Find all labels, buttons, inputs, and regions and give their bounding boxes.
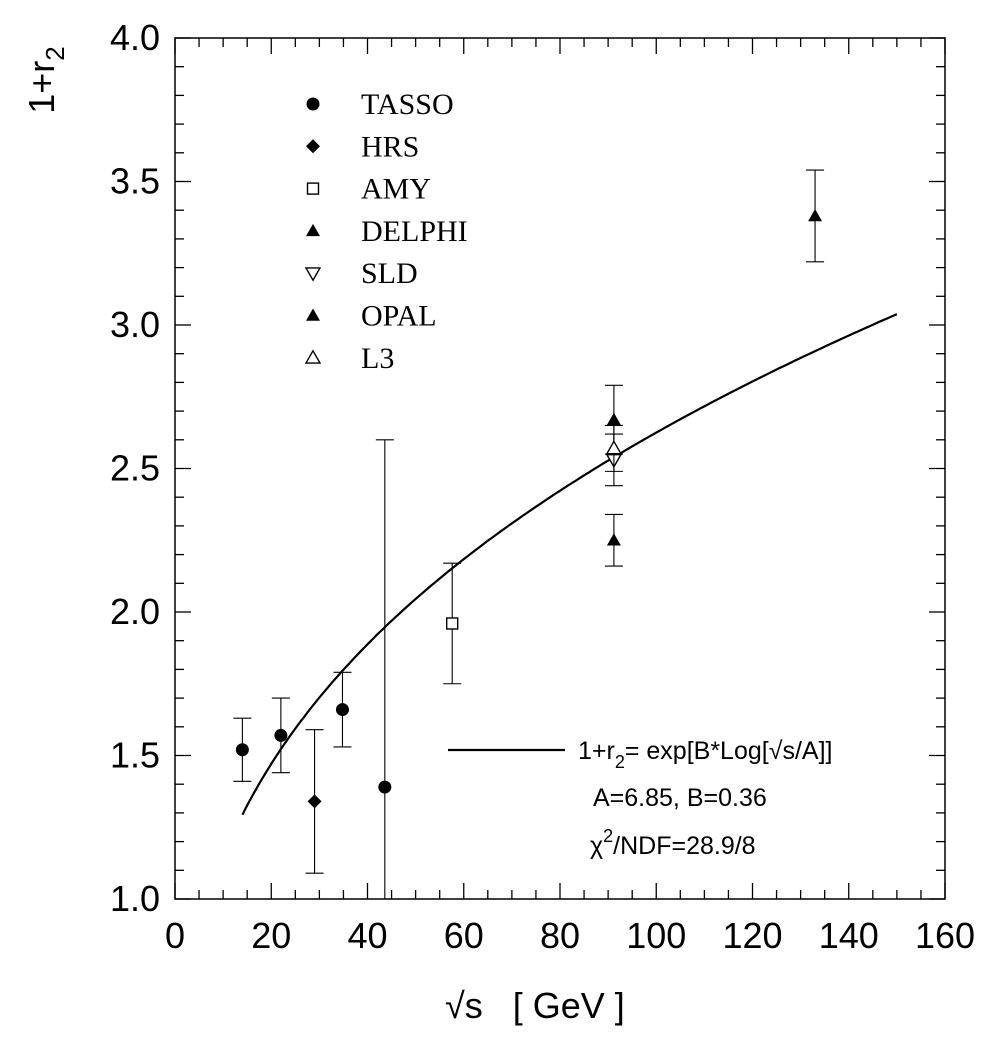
plot-frame xyxy=(174,37,946,900)
data-point xyxy=(271,697,290,774)
axis-ticks xyxy=(174,37,946,900)
legend-entry: OPAL xyxy=(306,300,437,333)
legend-entry: HRS xyxy=(306,130,419,163)
legend-label: L3 xyxy=(361,342,394,375)
marker-triangle xyxy=(306,223,320,237)
legend-label: SLD xyxy=(361,257,418,290)
marker-triangle-open xyxy=(605,439,623,455)
data-point xyxy=(604,513,623,567)
data-point xyxy=(604,424,623,472)
legend-entry: TASSO xyxy=(306,88,454,121)
marker-circle xyxy=(306,97,320,111)
marker-triangle xyxy=(606,533,621,546)
legend-label: OPAL xyxy=(361,300,437,333)
x-tick-labels: 0 20 40 60 80 100 120 140 160 xyxy=(165,915,975,956)
data-point xyxy=(333,671,352,748)
y-tick-label: 1.5 xyxy=(110,735,160,776)
x-tick-label: 160 xyxy=(915,915,975,956)
marker-triangle xyxy=(606,412,621,425)
y-tick-label: 3.5 xyxy=(110,161,160,202)
marker-diamond xyxy=(307,794,322,809)
x-tick-label: 80 xyxy=(540,915,580,956)
legend-entry: AMY xyxy=(306,173,431,206)
y-tick-label: 3.0 xyxy=(110,304,160,345)
marker-square xyxy=(306,182,320,195)
x-tick-label: 20 xyxy=(251,915,291,956)
data-point xyxy=(806,169,825,263)
marker-triangle-down xyxy=(304,267,322,282)
legend-entry: SLD xyxy=(304,257,418,290)
legend: TASSO HRS AMY DELPHI SLD OPAL L3 xyxy=(304,88,468,375)
data-layer xyxy=(233,169,825,899)
data-point xyxy=(305,729,324,874)
data-point xyxy=(233,717,252,782)
x-tick-label: 40 xyxy=(347,915,387,956)
x-tick-label: 140 xyxy=(819,915,879,956)
legend-label: DELPHI xyxy=(361,215,468,248)
legend-label: TASSO xyxy=(361,88,454,121)
marker-diamond xyxy=(306,139,320,154)
marker-square xyxy=(446,617,459,630)
y-tick-labels: 1.0 1.5 2.0 2.5 3.0 3.5 4.0 xyxy=(110,17,160,919)
data-point xyxy=(375,439,394,899)
marker-circle xyxy=(235,743,249,757)
y-axis-title: 1+r2 xyxy=(21,46,70,113)
marker-triangle-open xyxy=(304,349,322,364)
fit-formula: 1+r2= exp[B*Log[√s/A]] xyxy=(578,737,832,772)
y-tick-label: 2.5 xyxy=(110,448,160,489)
marker-circle xyxy=(274,728,288,742)
x-tick-label: 120 xyxy=(722,915,782,956)
data-point xyxy=(443,562,462,685)
legend-label: HRS xyxy=(361,130,419,163)
marker-triangle xyxy=(306,308,320,321)
x-tick-label: 60 xyxy=(444,915,484,956)
fit-chi-square: χ2/NDF=28.9/8 xyxy=(590,826,756,860)
marker-circle xyxy=(378,780,392,794)
legend-entry: DELPHI xyxy=(306,215,468,248)
x-axis-title: √s[ GeV ] xyxy=(445,985,625,1026)
legend-label: AMY xyxy=(361,173,431,206)
y-tick-label: 4.0 xyxy=(110,17,160,58)
marker-triangle xyxy=(808,208,823,222)
legend-entry: L3 xyxy=(304,342,394,375)
fit-parameters: A=6.85, B=0.36 xyxy=(593,784,767,812)
y-tick-label: 1.0 xyxy=(110,878,160,919)
x-tick-label: 0 xyxy=(165,915,185,956)
marker-circle xyxy=(335,703,349,717)
fit-curve xyxy=(241,313,898,816)
y-tick-label: 2.0 xyxy=(110,591,160,632)
x-tick-label: 100 xyxy=(626,915,686,956)
